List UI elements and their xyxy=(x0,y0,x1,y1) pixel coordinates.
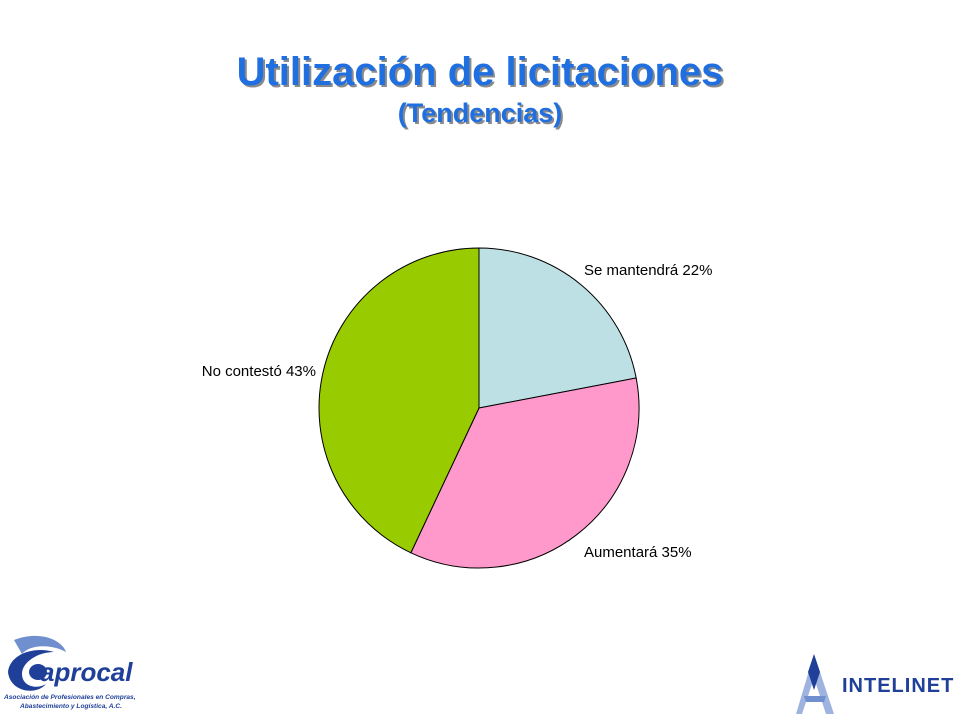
pie-slice-no-contest- xyxy=(318,247,480,554)
intelinet-logo: INTELINET xyxy=(796,654,954,714)
pie-slices xyxy=(318,247,640,569)
pie-slice-se-mantendr- xyxy=(478,247,637,409)
aprocal-swoosh-icon xyxy=(8,635,66,691)
aprocal-caption-line2: Abastecimiento y Logística, A.C. xyxy=(19,703,122,710)
pie-label-aumentar-: Aumentará 35% xyxy=(584,544,692,561)
pie-labels: Se mantendrá 22% Aumentará 35% No contestó… xyxy=(202,262,713,561)
pie-slice-aumentar- xyxy=(410,377,640,569)
intelinet-wordmark: INTELINET xyxy=(842,675,954,697)
aprocal-logo: aprocal Asociación de Profesionales en C… xyxy=(3,635,136,710)
pie-label-no-contest-: No contestó 43% xyxy=(202,363,316,380)
pie-label-se-mantendr-: Se mantendrá 22% xyxy=(584,262,712,279)
aprocal-caption-line1: Asociación de Profesionales en Compras, xyxy=(3,694,136,701)
chart-subtitle: (Tendencias) xyxy=(397,98,563,128)
intelinet-a-icon xyxy=(796,654,834,714)
chart-title: Utilización de licitaciones xyxy=(236,50,724,94)
aprocal-wordmark: aprocal xyxy=(40,657,133,687)
